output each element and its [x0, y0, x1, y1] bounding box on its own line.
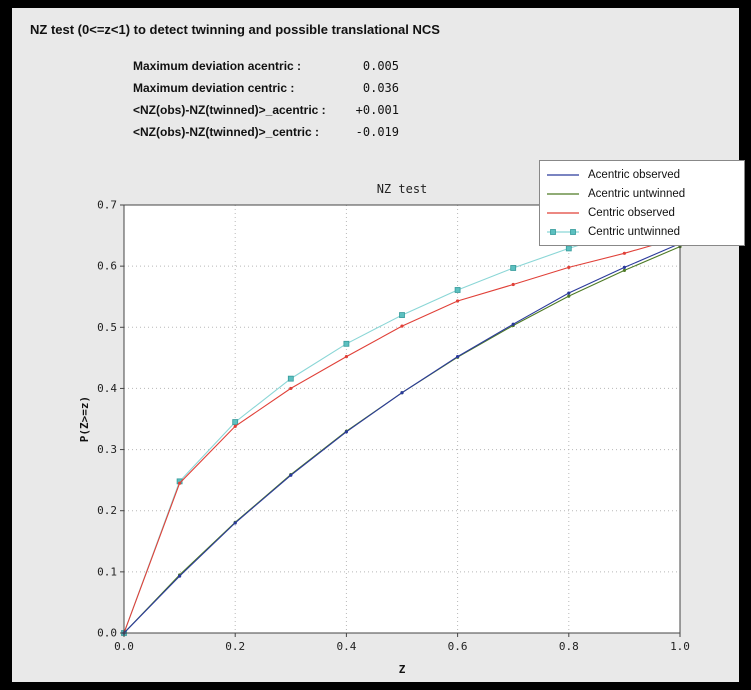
stat-value: -0.019: [355, 125, 399, 139]
nz-test-chart: 0.0 0.2 0.4 0.6 0.8 1.0 0.0 0.1 0.2 0.3 0.4 0.5 0.6 0…: [78, 182, 690, 676]
x-axis-label: Z: [399, 663, 406, 676]
stat-value: +0.001: [355, 103, 399, 117]
legend-line-sample: [547, 173, 579, 176]
y-tick-label: 0.0: [97, 627, 117, 640]
legend-item: Acentric untwinned: [546, 184, 738, 203]
x-tick-label: 0.8: [559, 640, 579, 653]
stat-row: Maximum deviation centric : 0.036: [133, 77, 399, 99]
legend-line-sample: [547, 192, 579, 195]
stat-label: <NZ(obs)-NZ(twinned)>_centric :: [133, 125, 320, 139]
x-tick-label: 0.6: [448, 640, 468, 653]
legend-label: Centric untwinned: [588, 225, 681, 238]
stat-label: Maximum deviation acentric :: [133, 59, 302, 73]
y-tick-label: 0.4: [97, 382, 117, 395]
legend-line-sample: [547, 211, 579, 214]
stats-block: Maximum deviation acentric :0.005 Maximum…: [133, 55, 399, 143]
y-axis-label: P(Z>=z): [78, 396, 91, 442]
y-tick-label: 0.3: [97, 443, 117, 456]
chart-area: 0.0 0.2 0.4 0.6 0.8 1.0 0.0 0.1 0.2 0.3 0.4 0.5 0.6 0…: [12, 148, 739, 682]
legend-label: Acentric untwinned: [588, 187, 686, 200]
y-tick-label: 0.1: [97, 565, 117, 578]
stat-value: 0.005: [362, 59, 399, 73]
y-tick-label: 0.6: [97, 260, 117, 273]
y-tick-label: 0.7: [97, 199, 117, 212]
plot-window: NZ test (0<=z<1) to detect twinning and …: [12, 8, 745, 682]
stat-row: <NZ(obs)-NZ(twinned)>_centric : -0.019: [133, 121, 399, 143]
legend-label: Acentric observed: [588, 168, 681, 181]
y-tick-label: 0.2: [97, 504, 117, 517]
stat-row: <NZ(obs)-NZ(twinned)>_acentric : +0.001: [133, 99, 399, 121]
legend-label: Centric observed: [588, 206, 675, 219]
chart-title: NZ test: [377, 182, 428, 196]
stat-value: 0.036: [362, 81, 399, 95]
plot-background: [124, 205, 680, 633]
stat-label: <NZ(obs)-NZ(twinned)>_acentric :: [133, 103, 326, 117]
x-tick-label: 0.0: [114, 640, 134, 653]
legend-line-sample: [547, 228, 579, 235]
legend-item: Centric untwinned: [546, 222, 738, 241]
x-tick-label: 0.4: [336, 640, 356, 653]
stat-label: Maximum deviation centric :: [133, 81, 295, 95]
legend-item: Centric observed: [546, 203, 738, 222]
x-tick-label: 1.0: [670, 640, 690, 653]
y-tick-label: 0.5: [97, 321, 117, 334]
plot-border: [123, 204, 681, 634]
legend-item: Acentric observed: [546, 165, 738, 184]
page-title: NZ test (0<=z<1) to detect twinning and …: [30, 22, 440, 37]
chart-legend: Acentric observed Acentric untwinned Centr…: [539, 160, 745, 246]
stat-row: Maximum deviation acentric : 0.005: [133, 55, 399, 77]
x-tick-label: 0.2: [225, 640, 245, 653]
